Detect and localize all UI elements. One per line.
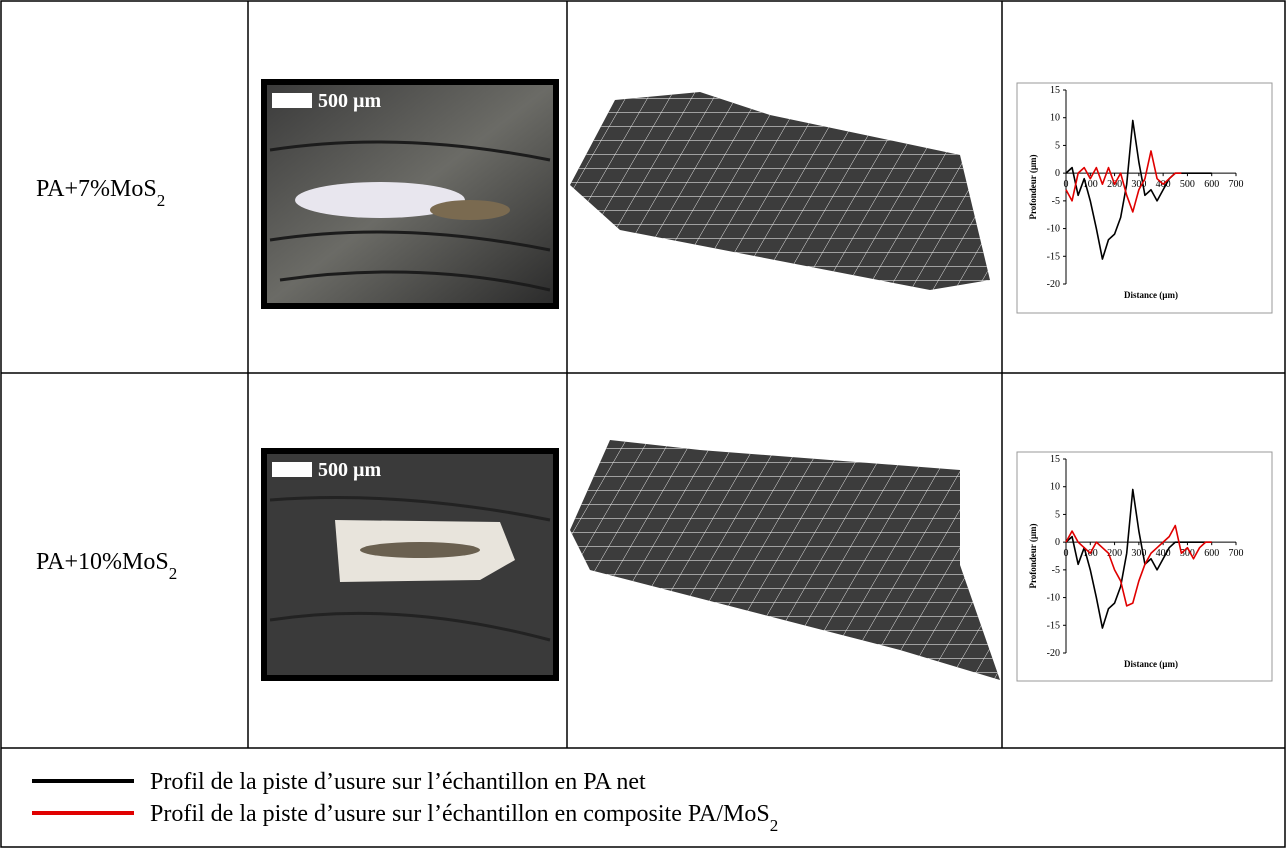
x-tick-label: 0 [1064, 179, 1069, 190]
x-axis-label: Distance (µm) [1124, 290, 1178, 300]
x-tick-label: 400 [1156, 548, 1171, 559]
x-tick-label: 500 [1180, 179, 1195, 190]
profile-line [1065, 150, 1182, 213]
x-tick-label: 500 [1180, 548, 1195, 559]
y-tick-label: 0 [1055, 168, 1060, 179]
x-tick-label: 100 [1083, 179, 1098, 190]
profile-line [1065, 524, 1212, 607]
y-tick-label: -5 [1052, 565, 1060, 576]
subscript: 2 [157, 191, 166, 210]
label-text: PA+7%MoS [36, 176, 157, 202]
micrograph [261, 79, 559, 309]
x-tick-label: 300 [1131, 548, 1146, 559]
chart-frame [1016, 82, 1273, 314]
y-axis-label: Profondeur (µm) [1028, 154, 1038, 219]
micrograph [261, 448, 559, 681]
y-tick-label: 15 [1050, 454, 1060, 465]
y-tick-label: 15 [1050, 85, 1060, 96]
y-tick-label: -20 [1047, 648, 1060, 659]
y-tick-label: 10 [1050, 113, 1060, 124]
y-tick-label: 0 [1055, 537, 1060, 548]
x-tick-label: 600 [1204, 548, 1219, 559]
y-tick-label: -20 [1047, 279, 1060, 290]
surface-3d [570, 440, 1000, 680]
y-axis-label: Profondeur (µm) [1028, 523, 1038, 588]
x-tick-label: 600 [1204, 179, 1219, 190]
y-tick-label: -15 [1047, 620, 1060, 631]
subscript: 2 [770, 816, 779, 835]
label-text: PA+10%MoS [36, 549, 169, 575]
scale-bar-label: 500 µm [318, 459, 382, 481]
profile-line [1065, 488, 1212, 629]
x-tick-label: 300 [1131, 179, 1146, 190]
x-tick-label: 0 [1064, 548, 1069, 559]
y-tick-label: -15 [1047, 251, 1060, 262]
profile-line [1065, 119, 1212, 260]
x-axis-label: Distance (µm) [1124, 659, 1178, 669]
surface-3d [570, 92, 990, 290]
label-text: Profil de la piste d’usure sur l’échanti… [150, 769, 646, 795]
y-tick-label: 10 [1050, 482, 1060, 493]
y-tick-label: 5 [1055, 140, 1060, 151]
label: PA+10%MoS2 [36, 549, 177, 583]
subscript: 2 [169, 564, 178, 583]
x-tick-label: 700 [1229, 179, 1244, 190]
x-tick-label: 700 [1229, 548, 1244, 559]
label: PA+7%MoS2 [36, 176, 165, 210]
y-tick-label: -10 [1047, 224, 1060, 235]
x-tick-label: 200 [1107, 548, 1122, 559]
y-tick-label: -10 [1047, 593, 1060, 604]
y-tick-label: -5 [1052, 196, 1060, 207]
label-text: Profil de la piste d’usure sur l’échanti… [150, 801, 770, 827]
label: Profil de la piste d’usure sur l’échanti… [150, 769, 646, 795]
y-tick-label: 5 [1055, 509, 1060, 520]
scale-bar-label: 500 µm [318, 90, 382, 112]
label: Profil de la piste d’usure sur l’échanti… [150, 801, 778, 835]
